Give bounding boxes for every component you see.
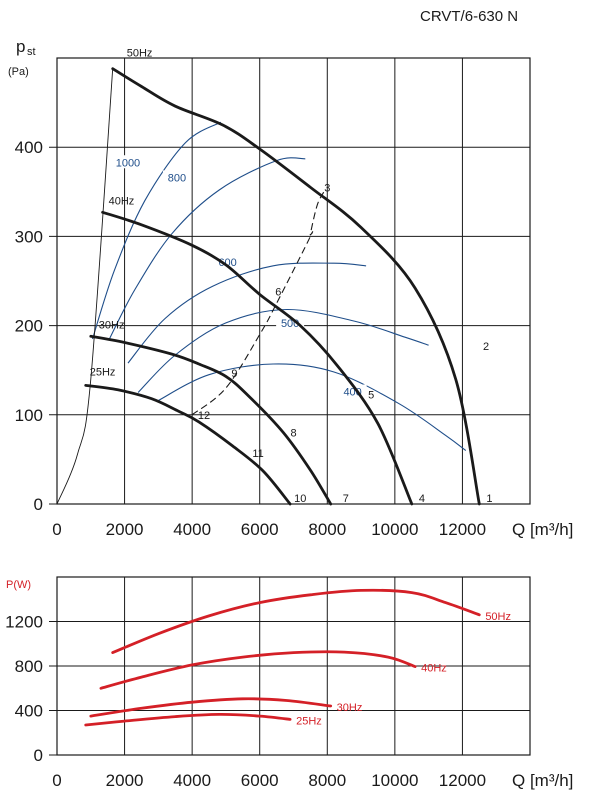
power-curve-30Hz [89, 697, 333, 718]
power-x-tick-label: 10000 [371, 771, 418, 790]
pressure-y-axis-subscript: st [27, 46, 36, 58]
pressure-y-tick-label: 400 [15, 138, 43, 157]
pressure-chart: p st(Pa)Q [m³/h]100080060050040050Hz40Hz3… [8, 37, 573, 539]
pressure-x-tick-label: 4000 [173, 520, 211, 539]
power-y-tick-label: 1200 [5, 613, 43, 632]
efficiency-line-5 [156, 363, 467, 451]
pressure-series-label: 30Hz [99, 319, 125, 331]
pressure-x-tick-label: 6000 [241, 520, 279, 539]
operating-point-label: 2 [483, 341, 489, 353]
power-y-tick-label: 0 [34, 746, 43, 765]
efficiency-line-1 [91, 121, 222, 340]
pressure-x-tick-label: 8000 [308, 520, 346, 539]
system-curve-1 [56, 68, 114, 505]
power-y-tick-label: 800 [15, 657, 43, 676]
pressure-y-tick-label: 0 [34, 495, 43, 514]
efficiency-label-bg [113, 155, 142, 169]
operating-point-label: 11 [252, 448, 263, 460]
power-series-label: 50Hz [485, 611, 511, 623]
power-y-tick-label: 400 [15, 702, 43, 721]
efficiency-label-bg [213, 255, 242, 269]
power-y-axis-label: P(W) [6, 579, 31, 591]
pressure-y-tick-label: 200 [15, 317, 43, 336]
operating-point-label: 6 [275, 287, 281, 299]
pressure-chart-grid: 0 2000 4000 6000 8000 10000 12000 0 100 200 300 400 [15, 57, 531, 539]
operating-point-label: 9 [231, 368, 237, 380]
operating-point-label: 5 [368, 389, 374, 401]
efficiency-line-3 [127, 262, 367, 364]
power-x-tick-label: 4000 [173, 771, 211, 790]
power-curve-40Hz [99, 650, 417, 690]
operating-point-label: 8 [290, 428, 296, 440]
operating-point-label: 12 [198, 410, 210, 422]
efficiency-label: 600 [218, 257, 236, 269]
pressure-curve-50Hz [111, 67, 481, 506]
efficiency-label-bg [162, 170, 191, 184]
power-x-axis-label: Q [m³/h] [512, 771, 573, 790]
operating-point-label: 4 [419, 493, 425, 505]
pressure-y-axis-unit: (Pa) [8, 66, 29, 78]
power-x-tick-label: 8000 [308, 771, 346, 790]
efficiency-line-2 [108, 157, 306, 340]
operating-point-label: 7 [343, 493, 349, 505]
pressure-series-label: 50Hz [127, 48, 153, 60]
operating-point-label: 1 [486, 493, 492, 505]
pressure-x-tick-label: 0 [52, 520, 61, 539]
power-x-tick-label: 6000 [241, 771, 279, 790]
pressure-x-tick-label: 12000 [439, 520, 486, 539]
operating-point-label: 3 [324, 182, 330, 194]
efficiency-label-bg [276, 315, 305, 329]
power-series-label: 25Hz [296, 715, 322, 727]
pressure-x-axis-label: Q [m³/h] [512, 520, 573, 539]
power-series-label: 40Hz [421, 663, 447, 675]
pressure-curve-30Hz [89, 334, 333, 506]
pressure-series-label: 25Hz [90, 366, 116, 378]
operating-point-label: 10 [294, 493, 306, 505]
power-chart: P(W) Q [m³/h] 50Hz 40Hz 30Hz 25Hz [6, 579, 573, 790]
efficiency-label: 800 [168, 172, 186, 184]
system-curve-2 [191, 191, 325, 416]
power-curve-50Hz [111, 588, 481, 654]
power-chart-grid: 0 2000 4000 6000 8000 10000 12000 0 400 800 1200 [5, 576, 531, 790]
pressure-y-axis-label: p [16, 37, 25, 56]
pressure-series-label: 40Hz [109, 195, 135, 207]
efficiency-label: 1000 [116, 157, 140, 169]
pressure-y-tick-label: 300 [15, 227, 43, 246]
pressure-y-tick-label: 100 [15, 406, 43, 425]
pressure-curve-25Hz [84, 384, 292, 506]
power-x-tick-label: 12000 [439, 771, 486, 790]
pressure-x-tick-label: 2000 [106, 520, 144, 539]
power-x-tick-label: 0 [52, 771, 61, 790]
model-title: CRVT/6-630 N [420, 8, 519, 25]
power-x-tick-label: 2000 [106, 771, 144, 790]
pressure-curve-40Hz [101, 210, 414, 506]
power-series-label: 30Hz [337, 702, 363, 714]
power-curve-25Hz [84, 712, 292, 727]
pressure-x-tick-label: 10000 [371, 520, 418, 539]
